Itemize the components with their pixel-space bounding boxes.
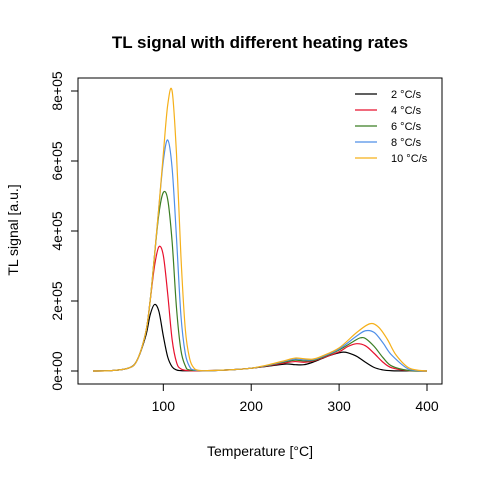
x-tick-label: 400 bbox=[415, 398, 439, 414]
chart-title: TL signal with different heating rates bbox=[112, 33, 408, 52]
y-tick-label: 4e+05 bbox=[49, 211, 65, 251]
legend-entry: 10 °C/s bbox=[391, 153, 428, 165]
y-tick-label: 0e+00 bbox=[49, 351, 65, 391]
legend-entry: 8 °C/s bbox=[391, 137, 422, 149]
x-tick-label: 100 bbox=[152, 398, 176, 414]
x-tick-label: 200 bbox=[240, 398, 264, 414]
x-axis-label: Temperature [°C] bbox=[207, 443, 313, 459]
plot-frame bbox=[77, 77, 443, 385]
series-line-1 bbox=[92, 245, 428, 372]
y-axis: 0e+00 2e+05 4e+05 6e+05 8e+05 bbox=[49, 71, 78, 391]
x-tick-label: 300 bbox=[327, 398, 351, 414]
legend-entry: 4 °C/s bbox=[391, 105, 422, 117]
series-line-3 bbox=[92, 139, 428, 372]
y-tick-label: 6e+05 bbox=[49, 141, 65, 181]
series-line-0 bbox=[92, 303, 428, 372]
legend-entry: 2 °C/s bbox=[391, 89, 422, 101]
x-axis: 100 200 300 400 bbox=[152, 384, 439, 414]
plot-series bbox=[92, 87, 428, 372]
y-tick-label: 2e+05 bbox=[49, 281, 65, 321]
y-axis-label: TL signal [a.u.] bbox=[5, 184, 21, 275]
y-tick-label: 8e+05 bbox=[49, 71, 65, 111]
legend: 2 °C/s 4 °C/s 6 °C/s 8 °C/s 10 °C/s bbox=[355, 89, 428, 165]
legend-entry: 6 °C/s bbox=[391, 121, 422, 133]
series-line-4 bbox=[92, 87, 428, 372]
